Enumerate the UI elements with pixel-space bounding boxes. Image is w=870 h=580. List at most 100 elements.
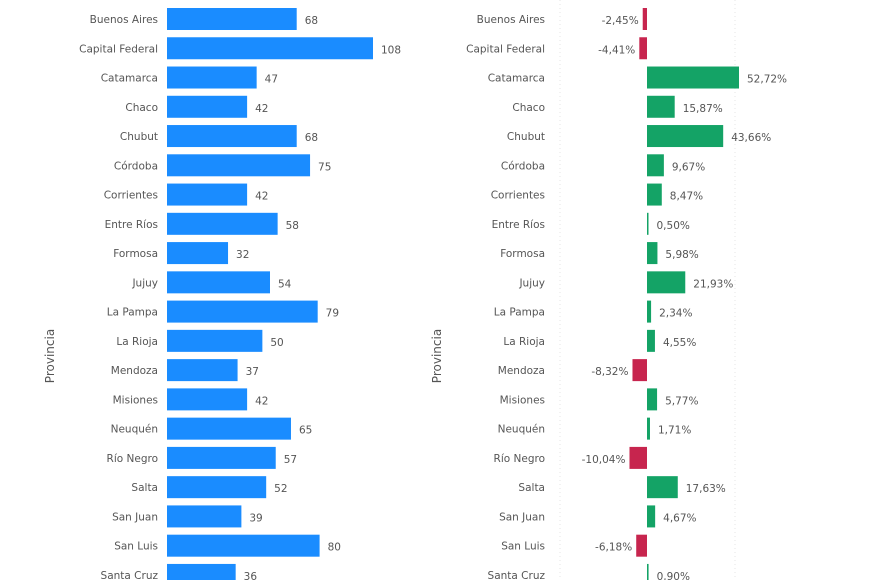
positive-bar[interactable] (647, 476, 678, 499)
left-bar[interactable] (167, 183, 248, 206)
negative-bar[interactable] (642, 8, 647, 30)
left-category-label: La Rioja (116, 336, 158, 348)
right-data-label: 0,50% (657, 220, 690, 232)
positive-bar[interactable] (647, 271, 686, 294)
left-category-label: San Juan (112, 511, 158, 523)
positive-bar[interactable] (647, 66, 739, 89)
right-data-label: 9,67% (672, 161, 705, 173)
left-bar[interactable] (167, 95, 248, 118)
right-data-label: 43,66% (731, 132, 771, 144)
right-category-label: San Juan (499, 511, 545, 523)
positive-bar[interactable] (647, 300, 652, 323)
positive-bar[interactable] (647, 242, 658, 265)
right-data-label: -8,32% (591, 366, 628, 378)
left-bar[interactable] (167, 563, 236, 580)
left-bar[interactable] (167, 388, 248, 411)
left-bar[interactable] (167, 125, 297, 148)
negative-bar[interactable] (636, 534, 647, 557)
left-bar[interactable] (167, 300, 318, 323)
right-data-label: 1,71% (658, 425, 691, 437)
left-category-label: Formosa (113, 248, 158, 260)
left-data-label: 75 (318, 161, 331, 173)
positive-bar[interactable] (647, 212, 649, 235)
left-bar[interactable] (167, 359, 238, 382)
left-data-label: 36 (244, 571, 258, 580)
negative-bar[interactable] (639, 37, 647, 60)
right-data-label: 21,93% (693, 278, 733, 290)
left-bar[interactable] (167, 476, 267, 499)
left-data-label: 68 (305, 15, 318, 27)
negative-bar[interactable] (629, 446, 647, 469)
left-bar[interactable] (167, 271, 270, 294)
left-data-label: 42 (255, 395, 268, 407)
left-data-label: 47 (265, 74, 278, 86)
left-data-label: 79 (326, 308, 339, 320)
right-category-label: Córdoba (501, 160, 545, 172)
right-category-label: Chaco (512, 102, 545, 114)
left-bar[interactable] (167, 329, 263, 352)
right-data-label: 52,72% (747, 74, 787, 86)
left-data-label: 32 (236, 249, 249, 261)
left-category-label: Misiones (113, 394, 158, 406)
right-data-label: 0,90% (657, 571, 690, 580)
left-bar[interactable] (167, 534, 320, 557)
left-data-label: 39 (249, 512, 262, 524)
left-data-label: 42 (255, 191, 268, 203)
negative-bar[interactable] (632, 359, 647, 382)
right-category-label: Entre Ríos (492, 219, 545, 231)
right-category-label: Neuquén (498, 424, 545, 436)
positive-bar[interactable] (647, 563, 649, 580)
left-category-label: Neuquén (111, 424, 158, 436)
left-category-label: San Luis (114, 541, 158, 553)
left-bar[interactable] (167, 505, 242, 528)
right-category-label: Salta (518, 482, 545, 494)
left-bar[interactable] (167, 154, 311, 177)
left-category-label: Chaco (125, 102, 158, 114)
left-bar[interactable] (167, 417, 291, 440)
positive-bar[interactable] (647, 417, 650, 440)
left-bar[interactable] (167, 8, 297, 30)
positive-bar[interactable] (647, 505, 656, 528)
left-category-label: La Pampa (107, 307, 158, 319)
left-bar[interactable] (167, 37, 373, 60)
positive-bar[interactable] (647, 388, 658, 411)
left-category-label: Mendoza (111, 365, 158, 377)
right-category-label: Misiones (500, 394, 545, 406)
left-bar[interactable] (167, 66, 257, 89)
right-data-label: -2,45% (602, 15, 639, 27)
positive-bar[interactable] (647, 95, 675, 118)
positive-bar[interactable] (647, 183, 662, 206)
right-data-label: 17,63% (686, 483, 726, 495)
left-data-label: 58 (286, 220, 299, 232)
left-data-label: 37 (246, 366, 259, 378)
left-category-label: Entre Ríos (105, 219, 158, 231)
right-category-label: Formosa (500, 248, 545, 260)
left-data-label: 57 (284, 454, 297, 466)
positive-bar[interactable] (647, 154, 664, 177)
right-category-label: La Pampa (494, 307, 545, 319)
left-category-label: Salta (131, 482, 158, 494)
right-category-label: Río Negro (494, 453, 545, 465)
left-bar[interactable] (167, 212, 278, 235)
left-category-label: Catamarca (101, 73, 158, 85)
left-category-label: Chubut (120, 131, 158, 143)
right-category-label: Buenos Aires (477, 14, 545, 26)
right-category-label: Chubut (507, 131, 545, 143)
right-data-label: 4,55% (663, 337, 696, 349)
left-category-label: Córdoba (114, 160, 158, 172)
right-data-label: 5,77% (665, 395, 698, 407)
left-category-label: Jujuy (131, 277, 158, 289)
left-bar[interactable] (167, 446, 276, 469)
left-y-axis-title: Provincia (43, 329, 57, 383)
positive-bar[interactable] (647, 125, 724, 148)
left-category-label: Buenos Aires (90, 14, 158, 26)
left-category-label: Capital Federal (79, 43, 158, 55)
left-category-label: Río Negro (107, 453, 158, 465)
right-category-label: Corrientes (491, 190, 545, 202)
left-data-label: 80 (328, 542, 341, 554)
left-bar[interactable] (167, 242, 229, 265)
positive-bar[interactable] (647, 329, 655, 352)
left-data-label: 52 (274, 483, 287, 495)
left-data-label: 68 (305, 132, 318, 144)
